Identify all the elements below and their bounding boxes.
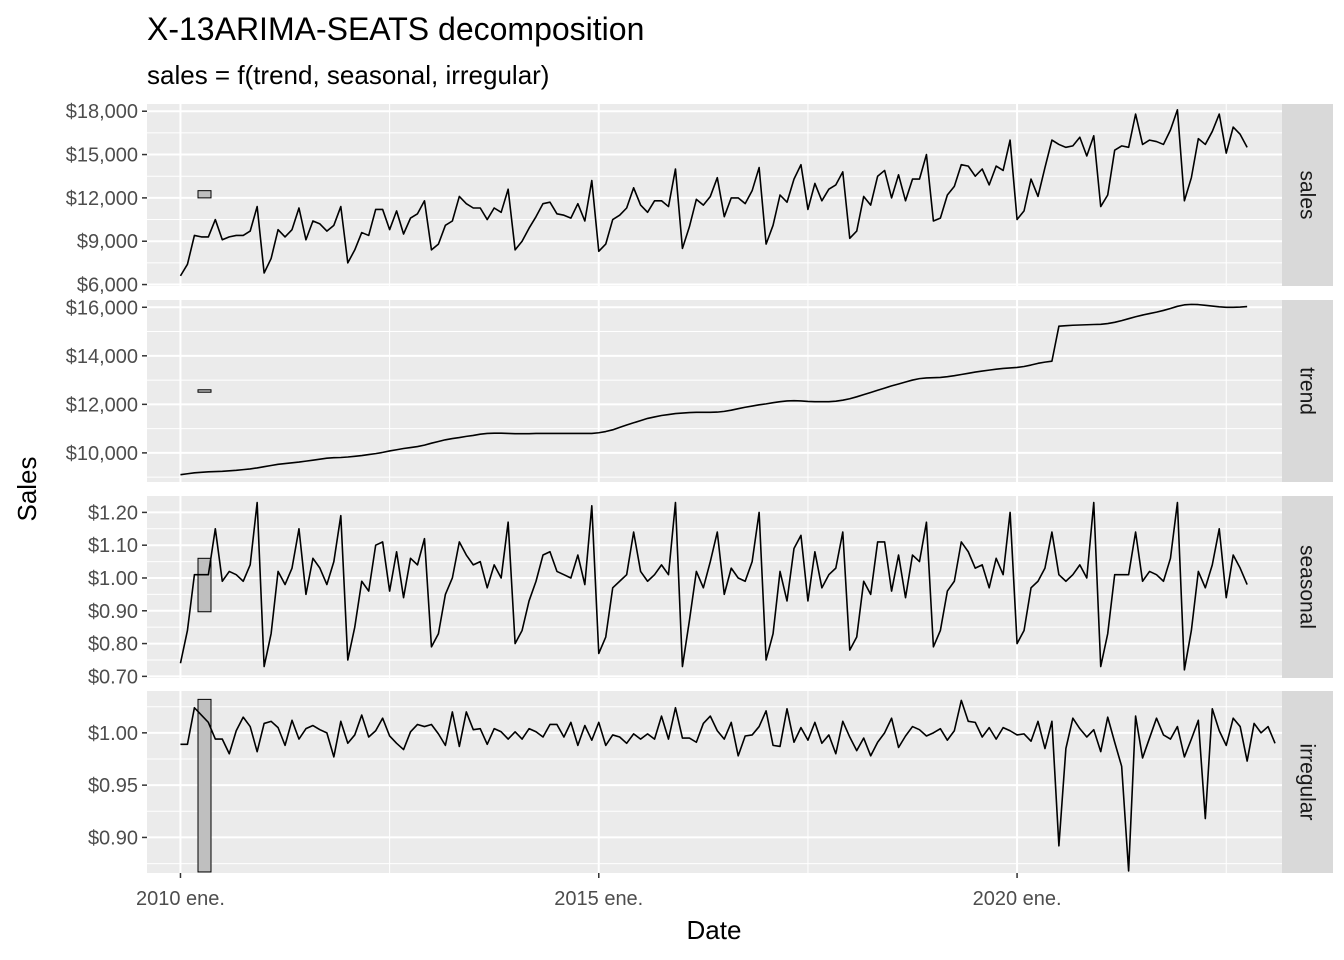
series-line-seasonal — [179, 501, 1248, 671]
y-tick-label: $16,000 — [66, 297, 138, 319]
scale-bar — [197, 389, 212, 393]
y-axis-title: Sales — [12, 456, 42, 521]
panel-seasonal: $0.70 $0.80 $0.90 $1.00 $1.10 $1.20 seasonal — [88, 496, 1333, 688]
x-axis: 2010 ene. 2015 ene. 2020 ene. — [136, 873, 1062, 910]
y-tick-label: $15,000 — [66, 145, 138, 167]
y-tick-label: $1.10 — [88, 535, 138, 557]
x-axis-title: Date — [687, 915, 742, 945]
facet-strip-label: trend — [1296, 367, 1319, 415]
scale-bar — [197, 698, 212, 873]
series-line-trend — [180, 303, 1248, 476]
panel-background — [147, 496, 1282, 678]
x-tick-label: 2020 ene. — [973, 888, 1062, 910]
y-tick-label: $1.00 — [88, 723, 138, 745]
y-tick-label: $1.00 — [88, 568, 138, 590]
facet-strip-label: irregular — [1296, 743, 1319, 820]
panels: $6,000 $9,000 $12,000 $15,000 $18,000 sales $1… — [66, 101, 1333, 873]
y-tick-label: $10,000 — [66, 443, 138, 465]
facet-strip-label: sales — [1296, 170, 1319, 219]
panel-sales: $6,000 $9,000 $12,000 $15,000 $18,000 sales — [66, 101, 1333, 297]
chart-title: X-13ARIMA-SEATS decomposition — [147, 11, 644, 47]
panel-background — [147, 300, 1282, 482]
panel-trend: $10,000 $12,000 $14,000 $16,000 trend — [66, 297, 1333, 482]
facet-strip-label: seasonal — [1296, 545, 1319, 629]
x-tick-label: 2010 ene. — [136, 888, 225, 910]
y-tick-label: $0.90 — [88, 827, 138, 849]
panel-irregular: $0.90 $0.95 $1.00 irregular — [88, 691, 1333, 873]
scale-bar — [197, 557, 212, 613]
facet-strip — [1282, 691, 1333, 873]
scale-bar — [197, 190, 212, 199]
chart-subtitle: sales = f(trend, seasonal, irregular) — [147, 60, 549, 90]
panel-background — [147, 691, 1282, 873]
y-tick-label: $9,000 — [77, 231, 138, 253]
y-tick-label: $0.80 — [88, 634, 138, 656]
y-tick-label: $14,000 — [66, 346, 138, 368]
facet-strip — [1282, 104, 1333, 286]
facet-strip — [1282, 300, 1333, 482]
panel-background — [147, 104, 1282, 286]
facet-strip — [1282, 496, 1333, 678]
series-line-sales — [179, 108, 1248, 277]
y-tick-label: $18,000 — [66, 101, 138, 123]
y-tick-label: $0.70 — [88, 666, 138, 688]
y-tick-label: $6,000 — [77, 275, 138, 297]
x-tick-label: 2015 ene. — [554, 888, 643, 910]
y-tick-label: $12,000 — [66, 188, 138, 210]
series-line-irregular — [180, 699, 1276, 872]
y-tick-label: $12,000 — [66, 394, 138, 416]
y-tick-label: $0.90 — [88, 601, 138, 623]
y-tick-label: $0.95 — [88, 775, 138, 797]
y-tick-label: $1.20 — [88, 502, 138, 524]
